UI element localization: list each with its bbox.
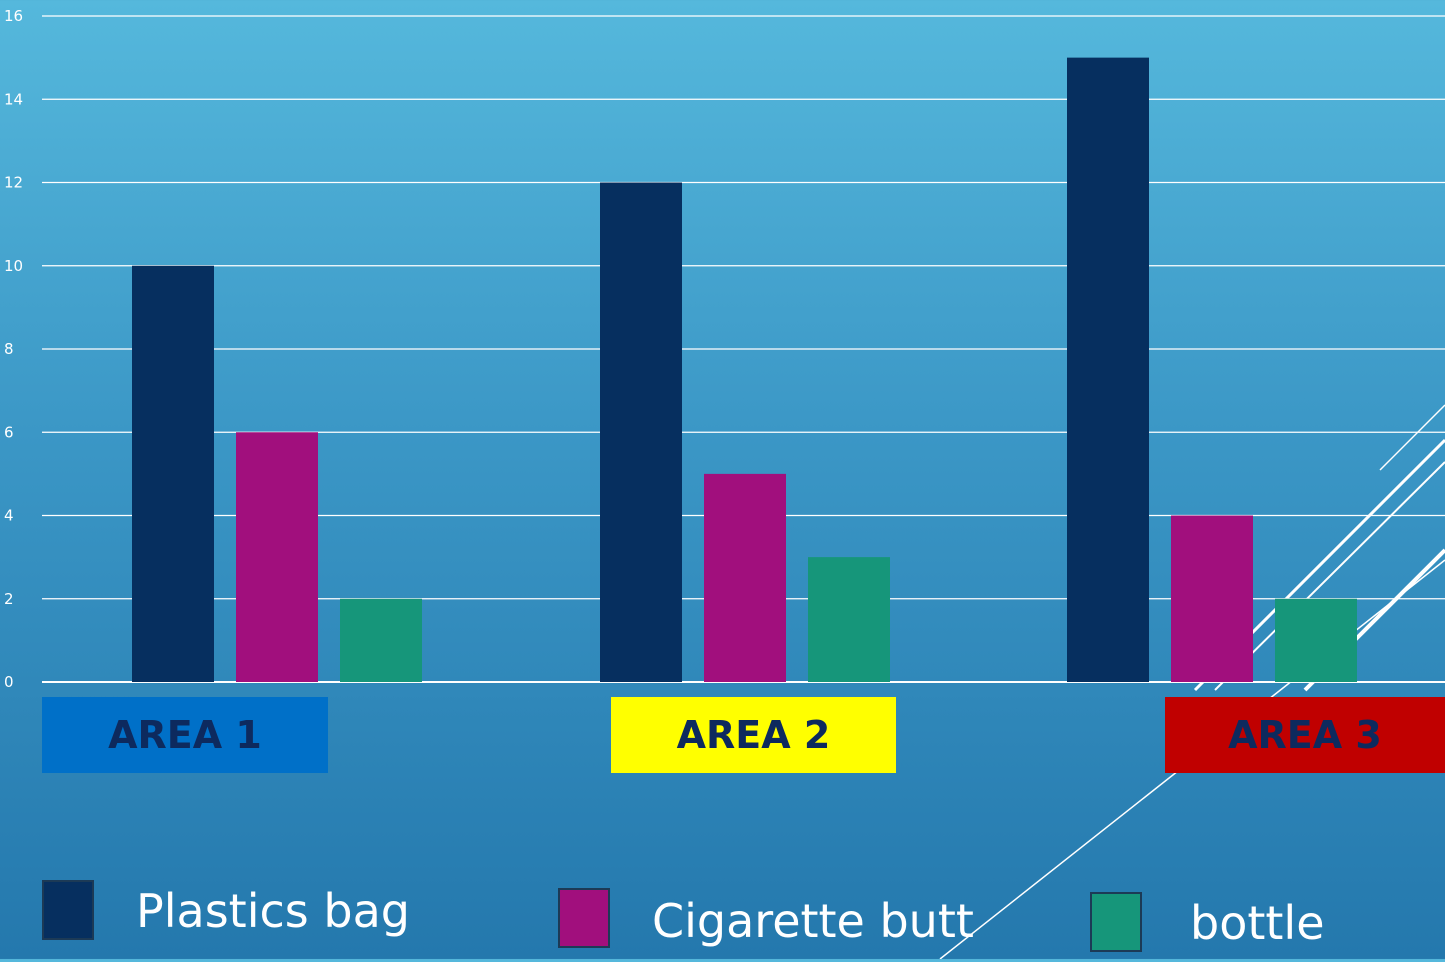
bar-cigarette-butt-area-1 — [236, 432, 318, 682]
bar-plastics-bag-area-2 — [600, 182, 682, 682]
legend-swatch — [1090, 892, 1142, 952]
y-tick-label: 12 — [4, 174, 23, 192]
y-tick-label: 4 — [4, 507, 14, 525]
category-label-2: AREA 2 — [611, 697, 896, 773]
y-axis-ticks: 0 2 4 6 8 10 12 14 16 — [4, 7, 23, 691]
decor-line — [1214, 461, 1445, 691]
legend-label: Plastics bag — [136, 884, 410, 938]
bars — [132, 57, 1357, 682]
bar-cigarette-butt-area-2 — [704, 473, 786, 682]
y-tick-label: 2 — [4, 590, 14, 608]
bar-cigarette-butt-area-3 — [1171, 515, 1253, 682]
y-tick-label: 6 — [4, 423, 14, 441]
y-tick-label: 16 — [4, 7, 23, 25]
legend-swatch — [42, 880, 94, 940]
y-tick-label: 8 — [4, 340, 14, 358]
legend-swatch — [558, 888, 610, 948]
y-tick-label: 14 — [4, 90, 23, 108]
bar-plastics-bag-area-3 — [1067, 57, 1149, 682]
y-tick-label: 0 — [4, 673, 14, 691]
category-label-3: AREA 3 — [1165, 697, 1445, 773]
bar-bottle-area-1 — [340, 598, 422, 682]
legend-label: Cigarette butt — [652, 894, 974, 948]
decor-line — [1379, 404, 1445, 471]
y-tick-label: 10 — [4, 257, 23, 275]
bar-plastics-bag-area-1 — [132, 265, 214, 682]
legend-label: bottle — [1190, 896, 1325, 950]
category-label-1: AREA 1 — [42, 697, 328, 773]
bar-bottle-area-3 — [1275, 598, 1357, 682]
bar-bottle-area-2 — [808, 557, 890, 682]
